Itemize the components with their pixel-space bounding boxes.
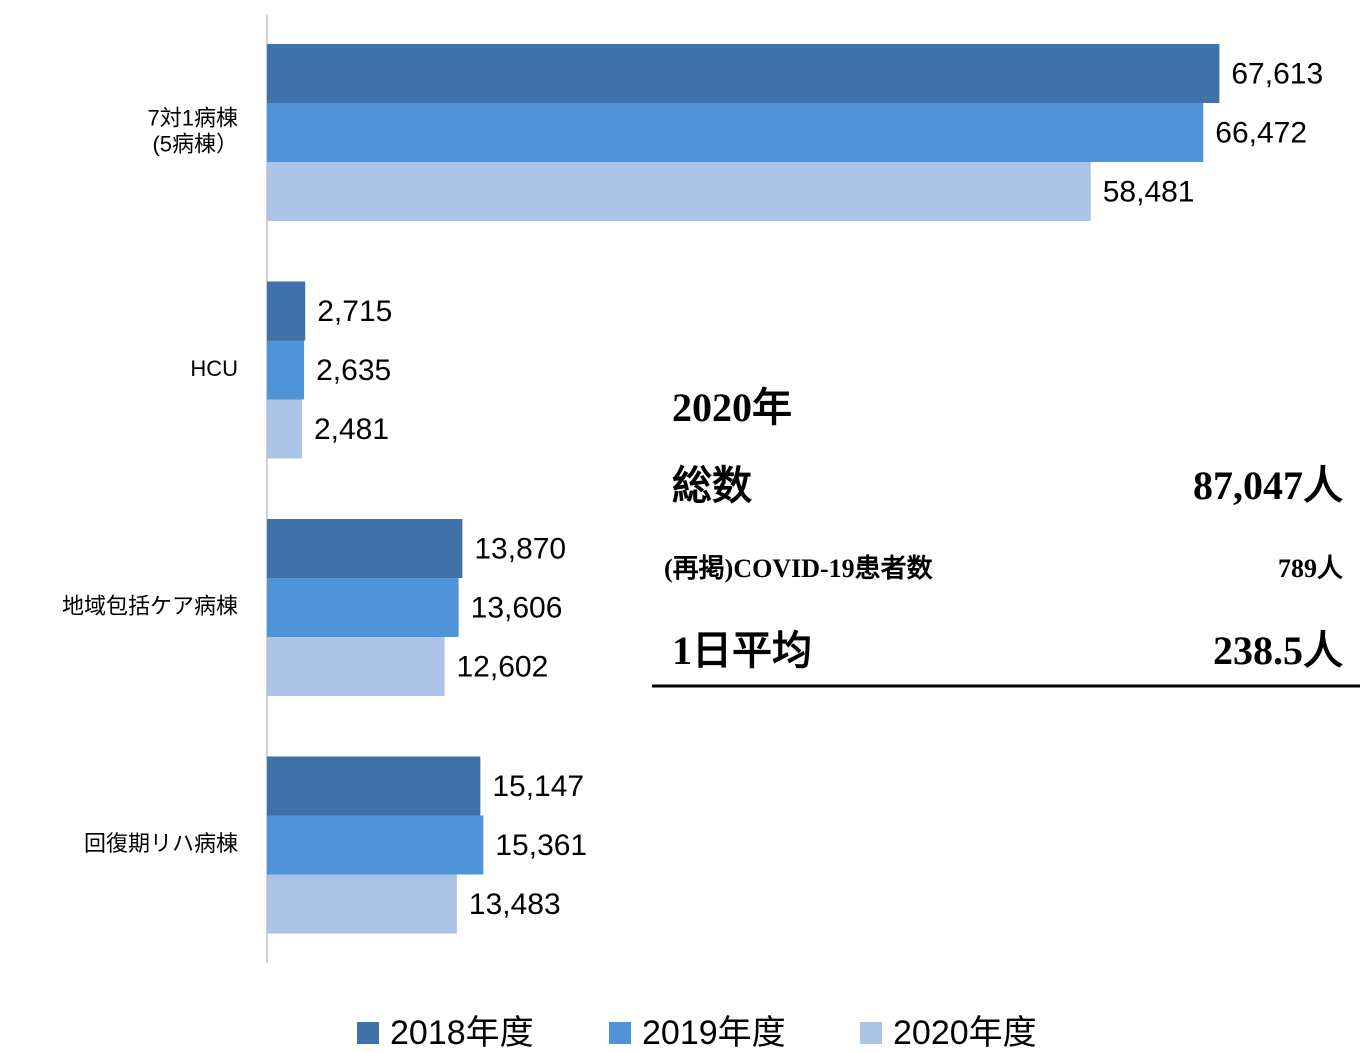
bar (267, 874, 457, 934)
bar (267, 103, 1204, 162)
annotation-value: 238.5人 (1213, 628, 1343, 673)
annotation-label: (再掲)COVID-19患者数 (664, 554, 934, 583)
value-label: 15,361 (495, 829, 587, 862)
legend-label: 2018年度 (390, 1014, 534, 1052)
bar (267, 578, 459, 637)
annotation-value: 87,047人 (1193, 463, 1343, 508)
annotation-value: 789人 (1278, 554, 1343, 583)
value-label: 2,715 (317, 295, 392, 328)
value-label: 67,613 (1231, 57, 1323, 90)
bar (267, 637, 445, 696)
legend-label: 2019年度 (642, 1014, 786, 1052)
value-label: 15,147 (492, 770, 584, 803)
y-tick-label: 回復期リハ病棟 (84, 831, 238, 856)
value-label: 13,483 (469, 888, 561, 921)
bar (267, 399, 302, 459)
bar (267, 340, 305, 400)
y-tick-label: 7対1病棟(5病棟） (148, 105, 238, 156)
bar (267, 162, 1091, 221)
legend-label: 2020年度 (893, 1014, 1037, 1052)
y-tick-label: HCU (190, 356, 238, 381)
value-label: 2,481 (314, 413, 389, 446)
y-tick-label: 地域包括ケア病棟 (62, 593, 238, 618)
legend-swatch (609, 1022, 631, 1044)
bar (267, 44, 1220, 103)
value-label: 13,606 (471, 591, 563, 624)
bar (267, 519, 463, 578)
legend-swatch (860, 1022, 882, 1044)
value-label: 13,870 (474, 532, 566, 565)
annotation-label: 総数 (672, 463, 752, 508)
bar (267, 281, 306, 341)
bar (267, 756, 481, 816)
legend-swatch (357, 1022, 379, 1044)
annotation-label: 1日平均 (672, 628, 812, 673)
annotation-heading: 2020年 (672, 385, 792, 430)
value-label: 66,472 (1215, 116, 1307, 149)
value-label: 2,635 (316, 354, 391, 387)
value-label: 58,481 (1103, 175, 1195, 208)
value-label: 12,602 (457, 650, 549, 683)
bar (267, 815, 484, 875)
